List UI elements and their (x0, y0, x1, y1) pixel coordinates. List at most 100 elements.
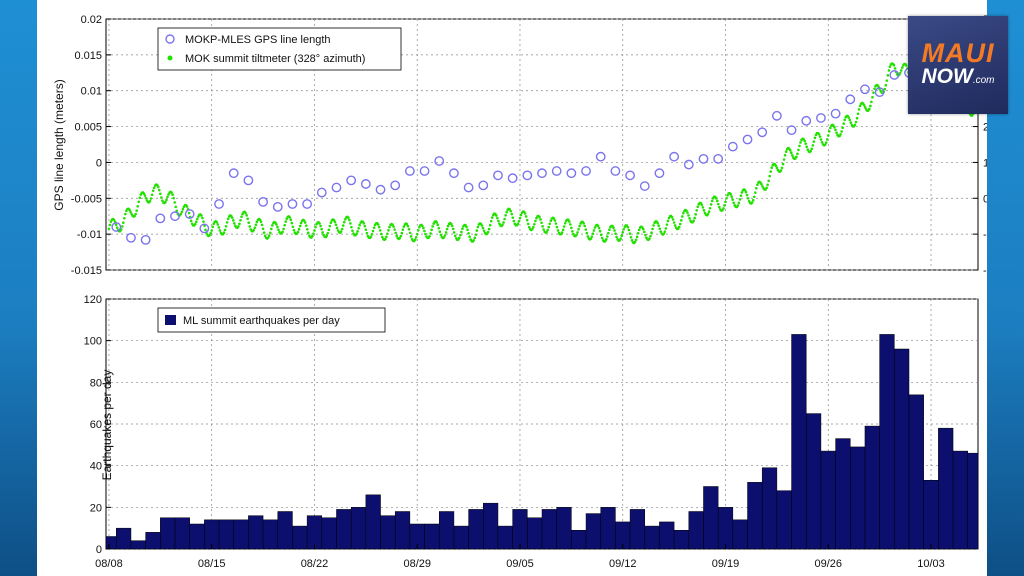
tilt-point (258, 218, 262, 221)
gps-point (126, 232, 136, 243)
earthquake-bar (130, 540, 146, 550)
tilt-point (343, 217, 347, 221)
tilt-point (677, 225, 681, 229)
gps-point (698, 153, 709, 164)
tilt-point (428, 234, 431, 238)
tilt-point (442, 236, 446, 239)
gps-series (111, 34, 944, 245)
tilt-point (277, 228, 280, 232)
gps-point (140, 234, 151, 245)
top-y-tick-label: 0.01 (81, 86, 102, 98)
top-chart-y-label: GPS line length (meters) (52, 79, 66, 210)
tilt-point (725, 196, 728, 200)
tilt-point (488, 223, 492, 227)
gps-point (375, 184, 386, 195)
tilt-point (314, 225, 317, 229)
gps-point (874, 87, 885, 98)
tilt-point (781, 162, 785, 166)
tilt-point (115, 226, 119, 229)
gps-point (566, 168, 577, 179)
tilt-point (818, 135, 822, 138)
tilt-point (637, 228, 641, 232)
legend-gps-label: MOKP-MLES GPS line length (185, 34, 331, 46)
tilt-point (523, 212, 527, 215)
tilt-point (466, 228, 469, 232)
tilt-point (672, 221, 676, 224)
tilt-point (568, 220, 571, 223)
legend-tilt-label: MOK summit tiltmeter (328° azimuth) (185, 53, 365, 65)
tilt-point (431, 225, 434, 228)
tilt-point (795, 155, 798, 159)
tilt-point (231, 219, 235, 222)
earthquake-bar (105, 536, 117, 550)
tilt-point (582, 222, 585, 225)
tilt-point (857, 108, 861, 111)
tilt-point (681, 215, 684, 218)
tilt-point (651, 227, 654, 231)
tilt-point (423, 229, 426, 233)
tilt-point (437, 226, 441, 230)
tilt-point (505, 210, 508, 214)
tilt-point (641, 227, 645, 231)
tilt-point (770, 166, 774, 169)
bottom-x-tick-label: 09/26 (814, 558, 842, 570)
tilt-point (401, 228, 405, 231)
tilt-point (855, 116, 859, 120)
earthquake-bar (805, 413, 822, 550)
tilt-point (461, 227, 464, 230)
gps-point (581, 166, 591, 176)
tilt-point (693, 216, 696, 220)
tilt-point (225, 221, 229, 224)
earthquake-bar (820, 450, 836, 550)
tilt-point (386, 232, 389, 236)
tilt-point (496, 216, 499, 220)
earthquake-bar (747, 482, 763, 550)
tilt-point (546, 228, 550, 232)
tilt-point (193, 222, 197, 226)
tilt-point (482, 229, 486, 232)
earthquake-bar (541, 509, 557, 550)
gps-point (155, 213, 166, 224)
top-y2-tick-label: -1 (983, 229, 987, 241)
tilt-point (408, 231, 412, 235)
tilt-point (849, 121, 853, 125)
tilt-point (480, 224, 484, 227)
gps-point (522, 170, 533, 181)
tilt-point (527, 225, 531, 229)
tilt-point (798, 144, 801, 148)
tilt-point (400, 231, 404, 235)
tilt-point (694, 213, 697, 216)
tilt-point (291, 225, 295, 229)
tilt-point (620, 234, 624, 238)
tilt-point (627, 228, 631, 232)
tilt-point (524, 215, 528, 218)
tilt-point (284, 220, 287, 223)
tilt-point (263, 234, 267, 238)
tilt-point (160, 196, 163, 199)
tilt-point (636, 231, 640, 235)
tilt-point (407, 227, 411, 231)
top-y-tick-label: 0.005 (74, 122, 102, 134)
tilt-point (702, 209, 706, 212)
bottom-x-tick-label: 09/12 (609, 558, 637, 570)
tilt-point (238, 222, 241, 226)
tilt-point (210, 229, 213, 232)
earthquake-bar (703, 486, 719, 550)
tilt-point (842, 122, 845, 125)
tilt-point (555, 225, 559, 229)
tilt-point (468, 235, 471, 239)
tilt-point (585, 231, 589, 235)
earthquake-bar (468, 509, 484, 550)
tilt-point (189, 219, 193, 223)
tilt-point (399, 234, 403, 238)
tilt-point (784, 150, 788, 153)
tilt-point (449, 222, 453, 226)
tilt-point (443, 234, 447, 237)
tilt-point (534, 219, 537, 223)
tilt-point (547, 225, 551, 229)
earthquake-bar (673, 530, 690, 550)
tilt-point (224, 224, 228, 228)
tilt-point (194, 220, 198, 224)
tilt-point (134, 212, 137, 216)
tilt-point (415, 232, 419, 236)
